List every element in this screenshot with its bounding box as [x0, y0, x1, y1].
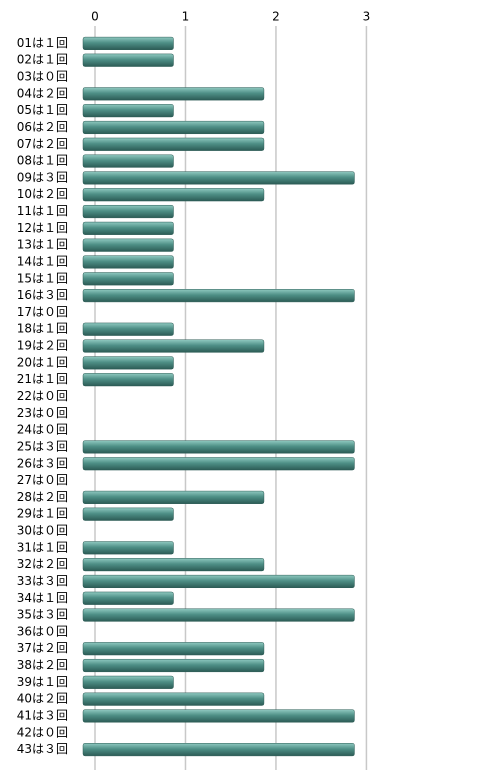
bar — [82, 457, 355, 471]
bar — [82, 709, 355, 723]
y-tick-label: 11は１回 — [17, 204, 68, 218]
y-tick-label: 27は０回 — [17, 473, 68, 487]
bar — [82, 154, 174, 168]
y-tick-label: 07は２回 — [17, 137, 68, 151]
y-tick-label: 04は２回 — [17, 86, 68, 100]
y-tick-label: 23は０回 — [17, 406, 68, 420]
y-tick-label: 24は０回 — [17, 423, 68, 437]
y-tick-label: 12は１回 — [17, 221, 68, 235]
y-tick-label: 36は０回 — [17, 624, 68, 638]
bar — [82, 574, 355, 589]
bar — [82, 104, 174, 118]
bar — [82, 642, 265, 656]
y-tick-label: 37は２回 — [17, 641, 68, 655]
bar — [82, 558, 265, 572]
y-tick-label: 10は２回 — [17, 187, 68, 201]
x-tick-label: 3 — [363, 10, 371, 24]
bar — [82, 272, 174, 286]
bar — [82, 743, 355, 757]
y-tick-label: 09は３回 — [17, 170, 68, 184]
y-tick-label: 19は２回 — [17, 339, 68, 353]
y-tick-label: 14は１回 — [17, 254, 68, 268]
bar — [82, 289, 355, 303]
bar — [82, 255, 174, 269]
y-tick-label: 20は１回 — [17, 355, 68, 369]
y-tick-label: 35は３回 — [17, 608, 68, 622]
bar — [82, 675, 174, 689]
bar — [82, 339, 265, 353]
y-tick-label: 29は１回 — [17, 507, 68, 521]
y-tick-label: 13は１回 — [17, 238, 68, 252]
bar — [82, 373, 174, 387]
y-tick-label: 16は３回 — [17, 288, 68, 302]
bar — [82, 591, 174, 605]
y-tick-label: 33は３回 — [17, 574, 68, 588]
bar — [82, 541, 174, 555]
bar — [82, 490, 265, 504]
bar — [82, 137, 265, 151]
y-tick-label: 05は１回 — [17, 103, 68, 117]
y-tick-label: 41は３回 — [17, 708, 68, 722]
y-tick-label: 30は０回 — [17, 524, 68, 538]
y-tick-label: 28は２回 — [17, 490, 68, 504]
y-tick-label: 40は２回 — [17, 692, 68, 706]
bar — [82, 692, 265, 706]
y-tick-label: 38は２回 — [17, 658, 68, 672]
bar — [82, 120, 265, 135]
y-tick-label: 26は３回 — [17, 456, 68, 470]
y-tick-label: 15は１回 — [17, 271, 68, 285]
y-tick-label: 32は２回 — [17, 557, 68, 571]
bar — [82, 507, 174, 521]
y-tick-label: 25は３回 — [17, 439, 68, 453]
bar — [82, 87, 265, 101]
bar — [82, 322, 174, 336]
x-tick-label: 1 — [182, 10, 190, 24]
y-tick-label: 34は１回 — [17, 591, 68, 605]
y-tick-label: 08は１回 — [17, 154, 68, 168]
bar — [82, 53, 174, 67]
bar — [82, 204, 174, 219]
y-tick-label: 03は０回 — [17, 70, 68, 84]
y-tick-label: 43は３回 — [17, 742, 68, 756]
bar — [82, 36, 174, 50]
y-tick-label: 02は１回 — [17, 53, 68, 67]
y-tick-label: 01は１回 — [17, 36, 68, 50]
y-tick-label: 31は１回 — [17, 540, 68, 554]
x-tick-label: 0 — [91, 10, 99, 24]
bar — [82, 440, 355, 454]
y-tick-label: 18は１回 — [17, 322, 68, 336]
y-tick-label: 06は２回 — [17, 120, 68, 134]
bar — [82, 658, 265, 673]
bar — [82, 221, 174, 235]
bar — [82, 238, 174, 252]
y-tick-label: 39は１回 — [17, 675, 68, 689]
bar — [82, 356, 174, 370]
bar — [82, 171, 355, 185]
y-tick-label: 17は０回 — [17, 305, 68, 319]
y-tick-label: 21は１回 — [17, 372, 68, 386]
bar — [82, 188, 265, 202]
bar — [82, 608, 355, 622]
x-tick-label: 2 — [272, 10, 280, 24]
y-tick-label: 42は０回 — [17, 725, 68, 739]
y-tick-label: 22は０回 — [17, 389, 68, 403]
